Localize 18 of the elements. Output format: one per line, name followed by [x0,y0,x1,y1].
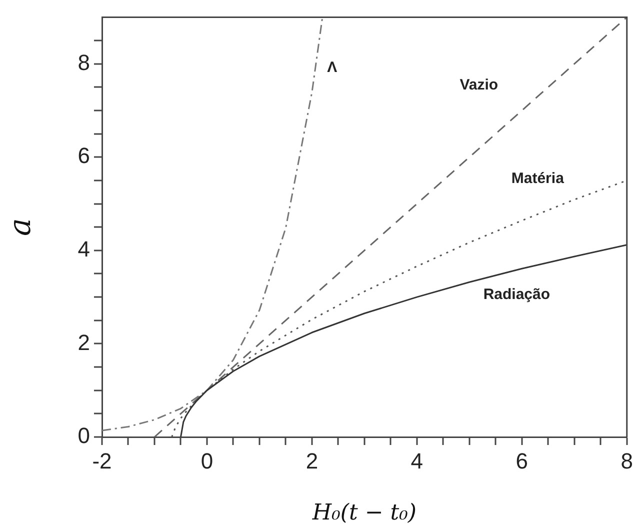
annotation: Λ [327,58,338,76]
y-tick-label: 8 [78,50,90,75]
y-axis-title: a [2,218,38,236]
y-tick-label: 0 [78,423,90,448]
x-tick-label: 8 [620,448,634,474]
annotation: Vazio [460,76,498,94]
y-tick-label: 4 [78,236,90,262]
annotation: Matéria [511,170,565,188]
x-tick-label: -2 [92,448,112,474]
y-tick-label: 2 [78,330,90,355]
y-tick-label: 6 [78,143,90,168]
x-tick-label: 6 [516,448,528,474]
x-tick-label: 4 [410,448,424,474]
x-tick-label: 2 [306,448,318,474]
x-tick-label: 0 [200,448,214,474]
x-axis-title: H₀(t − t₀) [311,500,416,526]
line-series [102,17,324,432]
annotation: Radiação [483,286,550,304]
